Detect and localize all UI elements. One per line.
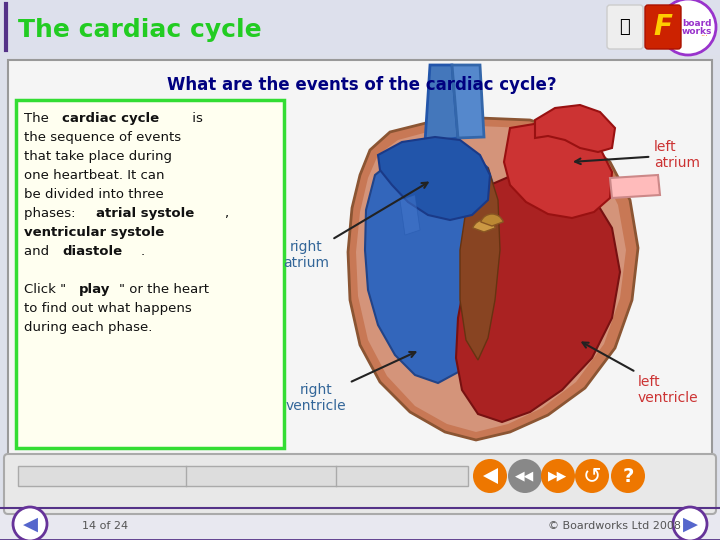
Text: The cardiac cycle: The cardiac cycle: [18, 18, 261, 42]
Text: and: and: [24, 245, 53, 258]
FancyBboxPatch shape: [645, 5, 681, 49]
Polygon shape: [365, 147, 500, 383]
Polygon shape: [348, 118, 638, 440]
Polygon shape: [460, 168, 500, 360]
FancyBboxPatch shape: [0, 508, 720, 540]
Text: right
ventricle: right ventricle: [286, 352, 415, 413]
Text: 14 of 24: 14 of 24: [82, 521, 128, 531]
Text: .: .: [140, 245, 144, 258]
Polygon shape: [425, 65, 458, 142]
Text: What are the events of the cardiac cycle?: What are the events of the cardiac cycle…: [167, 76, 557, 94]
FancyBboxPatch shape: [4, 454, 716, 514]
Text: 📚: 📚: [620, 18, 631, 36]
Polygon shape: [535, 105, 615, 152]
Circle shape: [13, 507, 47, 540]
Wedge shape: [473, 220, 495, 232]
Text: that take place during: that take place during: [24, 150, 172, 163]
Circle shape: [660, 0, 716, 55]
Polygon shape: [483, 468, 498, 484]
Text: play: play: [78, 283, 110, 296]
Text: right
atrium: right atrium: [283, 183, 428, 270]
Text: " or the heart: " or the heart: [120, 283, 210, 296]
Polygon shape: [456, 172, 620, 422]
Text: to find out what happens: to find out what happens: [24, 302, 192, 315]
FancyBboxPatch shape: [16, 100, 284, 448]
Text: one heartbeat. It can: one heartbeat. It can: [24, 169, 164, 182]
Circle shape: [473, 459, 507, 493]
Polygon shape: [356, 126, 626, 432]
Wedge shape: [481, 214, 503, 226]
Text: left
ventricle: left ventricle: [582, 342, 698, 405]
Text: is: is: [188, 112, 203, 125]
Text: be divided into three: be divided into three: [24, 188, 163, 201]
Text: cardiac cycle: cardiac cycle: [62, 112, 159, 125]
Text: © Boardworks Ltd 2008: © Boardworks Ltd 2008: [549, 521, 682, 531]
Text: during each phase.: during each phase.: [24, 321, 153, 334]
Polygon shape: [400, 195, 420, 235]
Polygon shape: [378, 137, 490, 220]
Circle shape: [575, 459, 609, 493]
FancyBboxPatch shape: [607, 5, 643, 49]
Text: ?: ?: [622, 467, 634, 485]
Polygon shape: [504, 122, 612, 218]
Circle shape: [508, 459, 542, 493]
Text: board: board: [682, 18, 711, 28]
Polygon shape: [452, 65, 484, 138]
Text: the sequence of events: the sequence of events: [24, 131, 181, 144]
Circle shape: [611, 459, 645, 493]
Text: atrial systole: atrial systole: [96, 207, 194, 220]
Text: diastole: diastole: [62, 245, 122, 258]
Text: ...: ...: [700, 29, 708, 37]
Text: ,: ,: [224, 207, 228, 220]
Text: ◀◀: ◀◀: [516, 469, 535, 483]
Circle shape: [541, 459, 575, 493]
Text: left
atrium: left atrium: [575, 140, 700, 170]
Text: phases:: phases:: [24, 207, 80, 220]
Circle shape: [673, 507, 707, 540]
Text: ▶▶: ▶▶: [549, 469, 567, 483]
FancyBboxPatch shape: [0, 0, 720, 55]
Text: Click ": Click ": [24, 283, 66, 296]
Text: works: works: [682, 28, 712, 37]
Text: ventricular systole: ventricular systole: [24, 226, 164, 239]
Text: ↺: ↺: [582, 466, 601, 486]
Text: ◀: ◀: [22, 515, 37, 534]
Text: The: The: [24, 112, 53, 125]
Polygon shape: [610, 175, 660, 198]
Text: F: F: [654, 13, 672, 41]
Text: ▶: ▶: [683, 515, 698, 534]
FancyBboxPatch shape: [18, 466, 468, 486]
FancyBboxPatch shape: [8, 60, 712, 465]
